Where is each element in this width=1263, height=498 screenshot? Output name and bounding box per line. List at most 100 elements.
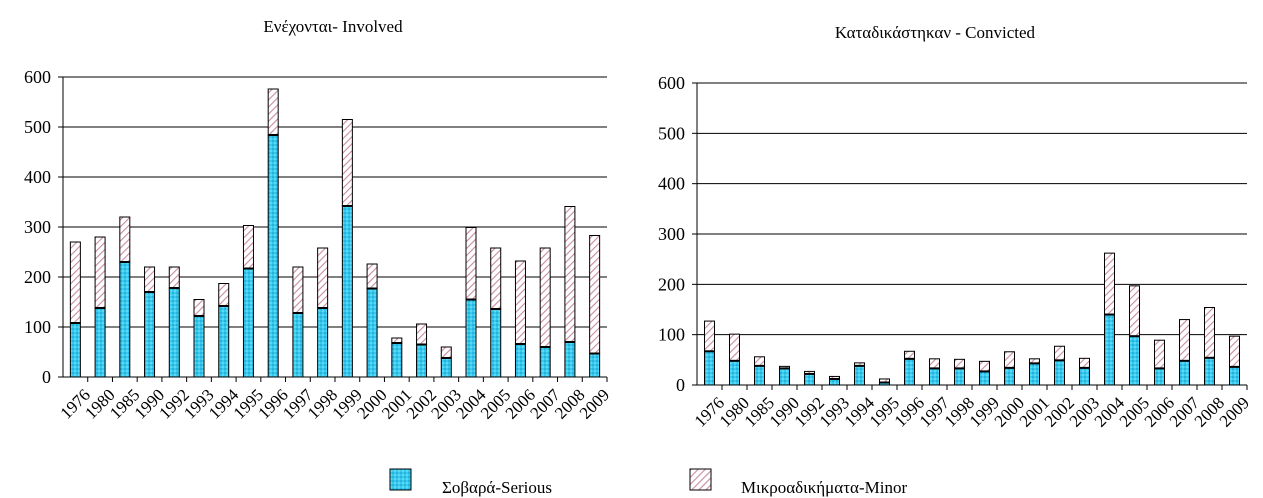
bar-serious <box>168 287 180 378</box>
bar-serious <box>465 299 477 378</box>
bar-minor <box>729 333 740 362</box>
bar-minor <box>754 356 765 367</box>
bar-serious <box>366 288 378 378</box>
bar-minor <box>317 247 329 309</box>
bar-serious <box>904 358 915 386</box>
bar-minor <box>1004 351 1015 369</box>
bar-minor <box>1054 345 1065 361</box>
y-tick-label: 400 <box>24 167 51 187</box>
chart-title: Ενέχονται- Involved <box>263 17 403 36</box>
bar-minor <box>1204 306 1215 359</box>
bar-minor <box>416 323 428 345</box>
bar-minor <box>1229 335 1240 368</box>
bar-serious <box>804 373 815 386</box>
bar-serious <box>1229 366 1240 386</box>
bar-minor <box>366 263 378 289</box>
bar-minor <box>514 260 526 345</box>
bar-serious <box>954 367 965 386</box>
bar-minor <box>490 247 502 310</box>
bar-serious <box>242 268 254 378</box>
bar-minor <box>954 358 965 369</box>
bar-minor <box>539 247 551 348</box>
bar-serious <box>391 342 403 378</box>
y-tick-label: 0 <box>676 375 685 395</box>
bar-serious <box>564 341 576 378</box>
bar-minor <box>465 227 477 300</box>
legend-swatch-serious <box>389 468 412 491</box>
bar-minor <box>1079 357 1090 369</box>
legend-label-serious: Σοβαρά-Serious <box>442 478 552 497</box>
bar-minor <box>704 320 715 352</box>
bar-minor <box>119 216 131 263</box>
bar-minor <box>69 241 81 324</box>
bar-serious <box>1004 367 1015 386</box>
y-tick-label: 500 <box>658 123 685 143</box>
x-tick-label: 2009 <box>1216 393 1253 430</box>
bar-serious <box>218 305 230 378</box>
bar-minor <box>144 266 156 293</box>
y-tick-label: 100 <box>24 317 51 337</box>
bar-minor <box>1154 339 1165 369</box>
bar-serious <box>979 370 990 386</box>
bar-serious <box>119 261 131 378</box>
y-tick-label: 600 <box>24 67 51 87</box>
bar-serious <box>341 205 353 378</box>
bar-serious <box>1129 335 1140 386</box>
bar-serious <box>490 308 502 378</box>
bar-serious <box>854 365 865 386</box>
bar-minor <box>218 283 230 307</box>
x-tick-label: 2009 <box>576 385 613 422</box>
bar-minor <box>267 88 279 136</box>
bar-minor <box>193 299 205 317</box>
y-tick-label: 500 <box>24 117 51 137</box>
bar-serious <box>144 291 156 378</box>
bar-serious <box>1104 314 1115 386</box>
bar-minor <box>94 236 106 309</box>
bar-minor <box>341 119 353 207</box>
chart-title: Καταδικάστηκαν - Convicted <box>835 23 1036 42</box>
bar-minor <box>904 350 915 360</box>
bar-serious <box>729 360 740 386</box>
bar-minor <box>1179 319 1190 362</box>
chart-involved: Ενέχονται- Involved 0100200300400500600 … <box>24 17 613 423</box>
bar-minor <box>168 266 180 289</box>
y-tick-label: 400 <box>658 174 685 194</box>
bar-serious <box>929 367 940 386</box>
bar-serious <box>317 307 329 378</box>
bar-serious <box>754 365 765 386</box>
bar-minor <box>979 360 990 372</box>
y-tick-label: 300 <box>24 217 51 237</box>
bar-minor <box>1104 252 1115 316</box>
y-tick-label: 600 <box>658 73 685 93</box>
bar-minor <box>440 346 452 359</box>
legend: Σοβαρά-Serious Μικροαδικήματα-Minor <box>389 468 907 497</box>
bar-serious <box>69 322 81 378</box>
bar-serious <box>779 367 790 386</box>
y-tick-label: 300 <box>658 224 685 244</box>
bar-serious <box>539 346 551 378</box>
bar-serious <box>416 344 428 378</box>
bar-minor <box>929 358 940 369</box>
bar-serious <box>1029 362 1040 386</box>
bar-serious <box>193 315 205 378</box>
bar-minor <box>589 235 601 354</box>
y-tick-label: 0 <box>42 367 51 387</box>
chart-convicted: Καταδικάστηκαν - Convicted 0 100 200 300 400… <box>658 23 1253 431</box>
bar-serious <box>514 343 526 378</box>
bar-serious <box>1054 359 1065 386</box>
bar-serious <box>94 307 106 378</box>
bar-serious <box>440 357 452 378</box>
y-tick-label: 200 <box>24 267 51 287</box>
bar-serious <box>589 353 601 378</box>
y-tick-label: 100 <box>658 325 685 345</box>
legend-label-minor: Μικροαδικήματα-Minor <box>741 478 907 497</box>
bar-serious <box>1154 367 1165 386</box>
bar-minor <box>564 206 576 343</box>
bar-serious <box>704 350 715 386</box>
bar-serious <box>1079 367 1090 386</box>
bar-minor <box>242 225 254 269</box>
bar-serious <box>1204 357 1215 386</box>
y-tick-label: 200 <box>658 274 685 294</box>
bar-serious <box>1179 360 1190 386</box>
